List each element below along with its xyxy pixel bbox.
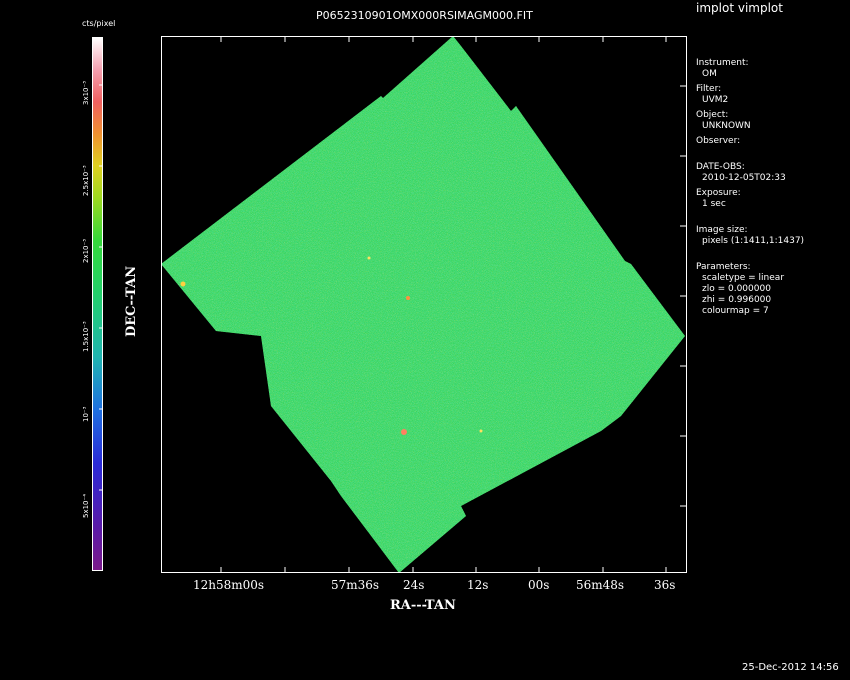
image-title: P0652310901OMX000RSIMAGM000.FIT [316, 9, 533, 22]
colorbar-tick-label: 1.5x10⁻³ [82, 321, 90, 352]
y-axis-label: DEC--TAN [124, 265, 139, 337]
colorbar-ticks [99, 84, 103, 491]
param-zhi: zhi = 0.996000 [702, 295, 772, 305]
param-zlo: zlo = 0.000000 [702, 284, 771, 294]
bright-source [406, 296, 410, 300]
param-scaletype: scaletype = linear [702, 273, 785, 283]
y-ticks [680, 85, 686, 507]
x-tick-label: 00s [528, 578, 550, 592]
instrument-label: Instrument: [696, 58, 749, 68]
info-panel: Instrument: OM Filter: UVM2 Object: UNKN… [696, 58, 804, 317]
image-size-value: pixels (1:1411,1:1437) [702, 236, 805, 246]
param-colourmap: colourmap = 7 [702, 306, 769, 316]
plot-frame [161, 36, 687, 573]
bright-source [367, 256, 371, 260]
x-axis-label: RA---TAN [390, 598, 456, 613]
instrument-value: OM [702, 69, 717, 79]
colorbar-tick-label: 10⁻³ [82, 406, 90, 422]
footer-timestamp: 25-Dec-2012 14:56 [742, 662, 839, 673]
bright-source [479, 429, 483, 433]
filter-label: Filter: [696, 84, 722, 94]
date-obs-label: DATE-OBS: [696, 162, 745, 172]
image-size-label: Image size: [696, 225, 748, 235]
x-ticks [220, 36, 667, 573]
date-obs-value: 2010-12-05T02:33 [702, 173, 786, 183]
parameters-label: Parameters: [696, 262, 751, 272]
colorbar-tick-label: 3x10⁻³ [82, 80, 90, 105]
x-tick-label: 12s [467, 578, 489, 592]
image-plot [161, 36, 687, 573]
exposure-label: Exposure: [696, 188, 741, 198]
colorbar-tick-label: 5x10⁻⁴ [82, 493, 90, 518]
bright-source [180, 281, 186, 287]
exposure-value: 1 sec [702, 199, 726, 209]
x-tick-label: 57m36s [331, 578, 380, 592]
x-tick-label: 12h58m00s [193, 578, 265, 592]
app-title: implot vimplot [696, 1, 783, 15]
x-tick-label: 24s [403, 578, 425, 592]
filter-value: UVM2 [702, 95, 729, 105]
observer-label: Observer: [696, 136, 741, 146]
object-value: UNKNOWN [702, 121, 751, 131]
colorbar-unit-label: cts/pixel [82, 19, 116, 28]
colorbar-tick-label: 2.5x10⁻³ [82, 165, 90, 196]
colorbar [92, 37, 103, 571]
colorbar-tick-label: 2x10⁻³ [82, 238, 90, 263]
bright-source [401, 429, 407, 435]
x-tick-label: 56m48s [576, 578, 625, 592]
x-tick-label: 36s [654, 578, 676, 592]
object-label: Object: [696, 110, 729, 120]
